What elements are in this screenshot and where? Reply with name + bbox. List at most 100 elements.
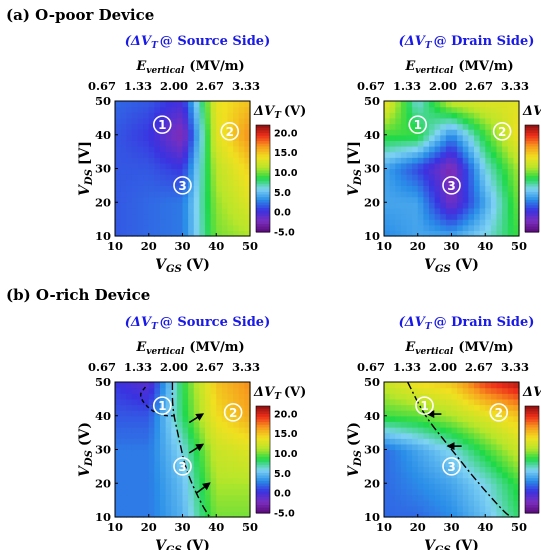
heatmap-cell — [188, 432, 195, 439]
heatmap-cell — [485, 483, 492, 490]
heatmap-cell — [221, 488, 229, 496]
heatmap-cell — [445, 477, 453, 484]
colorbar-step — [256, 416, 270, 420]
heatmap-cell — [227, 483, 234, 490]
colorbar-title: ΔVT(V) — [522, 385, 541, 402]
heatmap-cell — [395, 427, 402, 434]
heatmap-cell — [479, 449, 486, 456]
heatmap-cell — [176, 151, 184, 158]
heatmap-cell — [389, 140, 396, 147]
heatmap-cell — [434, 213, 441, 220]
heatmap-cell — [423, 101, 430, 108]
heatmap-cell — [468, 393, 475, 400]
heatmap-cell — [462, 219, 469, 226]
svg-text:3: 3 — [178, 460, 186, 474]
heatmap-cell — [440, 500, 447, 507]
heatmap-cell — [216, 202, 223, 209]
heatmap-cell — [440, 134, 447, 141]
heatmap-cell — [474, 129, 481, 136]
colorbar-step — [256, 478, 270, 482]
heatmap-cell — [221, 443, 229, 451]
heatmap-cell — [389, 382, 396, 389]
heatmap-cell — [445, 224, 453, 231]
heatmap-cell — [137, 466, 144, 473]
heatmap-cell — [210, 213, 217, 220]
heatmap-cell — [496, 488, 503, 496]
heatmap-cell — [395, 185, 402, 192]
chart-panel-3: (ΔVT @ Source Side)Evertical (MV/m)0.67 1.3… — [77, 315, 306, 550]
heatmap-cell — [490, 477, 498, 484]
heatmap-cell — [238, 505, 245, 512]
heatmap-cell — [148, 224, 155, 231]
heatmap-cell — [445, 196, 453, 203]
heatmap-cell — [120, 174, 127, 181]
heatmap-cell — [160, 157, 167, 164]
heatmap-cell — [496, 477, 503, 484]
heatmap-cell — [429, 224, 436, 231]
heatmap-cell — [205, 191, 212, 198]
heatmap-cell — [513, 174, 520, 181]
colorbar-step — [256, 162, 270, 166]
heatmap-cell — [115, 106, 122, 113]
heatmap-cell — [445, 393, 453, 400]
heatmap-cell — [434, 151, 441, 158]
heatmap-cell — [176, 117, 184, 125]
heatmap-cell — [176, 106, 184, 113]
heatmap-cell — [154, 382, 161, 389]
heatmap-cell — [165, 443, 172, 451]
heatmap-cell — [137, 123, 144, 130]
heatmap-cell — [513, 466, 520, 473]
heatmap-cell — [233, 112, 240, 119]
heatmap-cell — [468, 219, 475, 226]
heatmap-cell — [221, 196, 229, 203]
heatmap-cell — [479, 472, 486, 479]
heatmap-cell — [227, 404, 234, 411]
heatmap-cell — [502, 174, 509, 181]
heatmap-cell — [457, 443, 464, 451]
heatmap-cell — [148, 494, 155, 501]
heatmap-cell — [160, 140, 167, 147]
heatmap-cell — [182, 415, 189, 422]
heatmap-cell — [227, 151, 234, 158]
top-tick-label: 1.33 — [393, 79, 421, 93]
heatmap-cell — [417, 157, 424, 164]
heatmap-cell — [412, 106, 419, 113]
heatmap-cell — [193, 196, 200, 203]
heatmap-cell — [502, 410, 509, 417]
heatmap-cell — [221, 404, 229, 411]
heatmap-cell — [193, 162, 200, 170]
heatmap-cell — [384, 483, 391, 490]
heatmap-cell — [417, 219, 424, 226]
heatmap-cell — [137, 224, 144, 231]
colorbar-step — [256, 127, 270, 131]
heatmap-cell — [115, 174, 122, 181]
colorbar-step — [525, 130, 539, 134]
heatmap-cell — [468, 443, 475, 451]
region-marker-3: 3 — [173, 457, 192, 476]
heatmap-cell — [193, 191, 200, 198]
heatmap-cell — [457, 157, 464, 164]
heatmap-cell — [406, 112, 413, 119]
heatmap-cell — [513, 415, 520, 422]
y-tick-label: 30 — [95, 443, 111, 457]
heatmap-cell — [496, 427, 503, 434]
heatmap-cell — [457, 101, 464, 108]
heatmap-cell — [171, 404, 178, 411]
heatmap-cell — [507, 472, 514, 479]
heatmap-cell — [389, 488, 396, 496]
heatmap-cell — [131, 101, 139, 108]
heatmap-cell — [233, 472, 240, 479]
heatmap-cell — [507, 466, 514, 473]
heatmap-cell — [490, 106, 498, 113]
heatmap-cell — [389, 101, 396, 108]
heatmap-cell — [165, 151, 172, 158]
heatmap-cell — [216, 230, 223, 237]
panel-title: (ΔVT @ Source Side) — [125, 34, 270, 51]
colorbar-title: ΔVT(V) — [522, 104, 541, 121]
heatmap-cell — [406, 432, 413, 439]
heatmap-cell — [227, 477, 234, 484]
heatmap-cell — [434, 146, 441, 153]
heatmap-cell — [434, 438, 441, 445]
heatmap-cell — [148, 174, 155, 181]
heatmap-cell — [384, 101, 391, 108]
